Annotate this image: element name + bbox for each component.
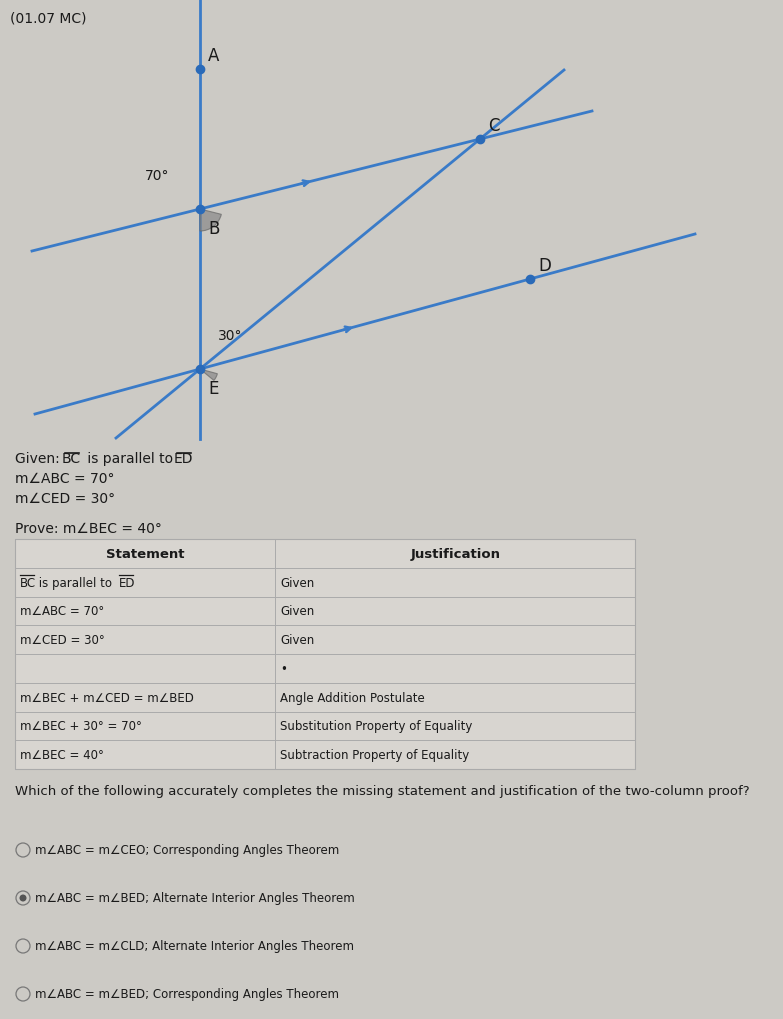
Text: is parallel to: is parallel to [35, 576, 116, 589]
Text: 70°: 70° [145, 169, 169, 182]
Circle shape [20, 895, 27, 902]
Text: ED: ED [174, 451, 193, 466]
Text: Subtraction Property of Equality: Subtraction Property of Equality [280, 748, 470, 761]
Text: Statement: Statement [106, 547, 185, 560]
Text: •: • [280, 662, 287, 676]
Text: m∠BEC + m∠CED = m∠BED: m∠BEC + m∠CED = m∠BED [20, 691, 194, 704]
Text: BC: BC [62, 451, 81, 466]
Text: (01.07 MC): (01.07 MC) [10, 12, 86, 25]
Text: m∠ABC = m∠BED; Alternate Interior Angles Theorem: m∠ABC = m∠BED; Alternate Interior Angles… [35, 892, 355, 905]
Text: C: C [488, 117, 500, 135]
Text: m∠ABC = m∠BED; Corresponding Angles Theorem: m∠ABC = m∠BED; Corresponding Angles Theo… [35, 987, 339, 1001]
Text: m∠BEC = 40°: m∠BEC = 40° [20, 748, 104, 761]
Text: B: B [208, 220, 219, 237]
Text: m∠ABC = 70°: m∠ABC = 70° [20, 605, 104, 618]
Text: Prove: m∠BEC = 40°: Prove: m∠BEC = 40° [15, 522, 162, 535]
Text: E: E [208, 380, 218, 397]
Text: m∠ABC = m∠CLD; Alternate Interior Angles Theorem: m∠ABC = m∠CLD; Alternate Interior Angles… [35, 940, 354, 953]
Text: m∠ABC = 70°: m∠ABC = 70° [15, 472, 114, 485]
Text: Given: Given [280, 576, 315, 589]
Text: D: D [538, 257, 551, 275]
Text: m∠BEC + 30° = 70°: m∠BEC + 30° = 70° [20, 719, 142, 733]
Text: A: A [208, 47, 219, 65]
Text: m∠ABC = m∠CEO; Corresponding Angles Theorem: m∠ABC = m∠CEO; Corresponding Angles Theo… [35, 844, 339, 857]
Text: 30°: 30° [218, 329, 243, 342]
Wedge shape [200, 370, 218, 381]
Text: m∠CED = 30°: m∠CED = 30° [20, 634, 105, 646]
Text: m∠CED = 30°: m∠CED = 30° [15, 491, 115, 505]
Text: ED: ED [119, 576, 135, 589]
Text: Substitution Property of Equality: Substitution Property of Equality [280, 719, 473, 733]
Text: is parallel to: is parallel to [83, 451, 178, 466]
Wedge shape [200, 210, 222, 231]
Text: Given:: Given: [15, 451, 64, 466]
Text: Given: Given [280, 605, 315, 618]
Text: Angle Addition Postulate: Angle Addition Postulate [280, 691, 425, 704]
Text: BC: BC [20, 576, 36, 589]
Text: Which of the following accurately completes the missing statement and justificat: Which of the following accurately comple… [15, 785, 749, 797]
Text: Given: Given [280, 634, 315, 646]
Text: Justification: Justification [410, 547, 500, 560]
Bar [15, 539, 635, 769]
